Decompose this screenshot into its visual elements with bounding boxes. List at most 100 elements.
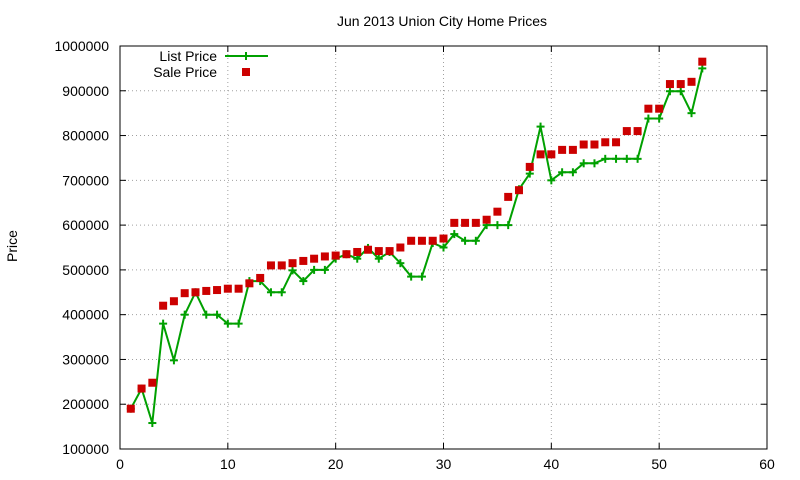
list-price-point bbox=[579, 159, 588, 168]
sale-price-point bbox=[353, 247, 362, 256]
sale-price-point bbox=[525, 162, 534, 171]
sale-price-point bbox=[342, 250, 351, 259]
list-price-point bbox=[655, 114, 664, 123]
list-price-point bbox=[353, 254, 362, 263]
list-price-point bbox=[148, 419, 157, 428]
list-price-point bbox=[665, 87, 674, 96]
sale-price-point bbox=[493, 207, 502, 216]
list-price-point bbox=[277, 288, 286, 297]
list-price-point bbox=[536, 122, 545, 131]
sale-price-point bbox=[256, 273, 265, 282]
sale-price-point bbox=[644, 104, 653, 113]
sale-price-point bbox=[331, 251, 340, 260]
sale-price-point bbox=[428, 236, 437, 245]
sale-price-point bbox=[169, 297, 178, 306]
sale-price-point bbox=[590, 140, 599, 149]
sale-price-point bbox=[665, 80, 674, 89]
list-price-point bbox=[450, 230, 459, 239]
list-price-point bbox=[169, 356, 178, 365]
sale-price-point bbox=[439, 234, 448, 243]
y-tick-label: 600000 bbox=[62, 217, 109, 233]
x-tick-label: 40 bbox=[544, 456, 560, 472]
sale-price-point bbox=[159, 301, 168, 310]
y-tick-label: 300000 bbox=[62, 351, 109, 367]
y-axis-label: Price bbox=[4, 230, 20, 262]
list-price-line bbox=[129, 68, 704, 424]
x-tick-label: 0 bbox=[116, 456, 124, 472]
y-tick-label: 200000 bbox=[62, 396, 109, 412]
y-tick-label: 1000000 bbox=[54, 38, 109, 54]
sale-price-point bbox=[191, 288, 200, 297]
sale-price-point bbox=[601, 138, 610, 147]
list-price-point bbox=[622, 154, 631, 163]
sale-price-point bbox=[396, 243, 405, 252]
legend-label-sale-price: Sale Price bbox=[153, 64, 217, 80]
sale-price-point bbox=[504, 192, 513, 201]
sale-price-point bbox=[612, 138, 621, 147]
x-tick-label: 30 bbox=[436, 456, 452, 472]
sale-price-point bbox=[213, 286, 222, 295]
axes: 100000 200000 300000 400000 500000 600000 7000… bbox=[54, 38, 775, 472]
sale-price-point bbox=[622, 127, 631, 136]
list-price-point bbox=[633, 154, 642, 163]
list-price-point bbox=[223, 319, 232, 328]
x-tick-label: 60 bbox=[759, 456, 775, 472]
sale-price-point bbox=[374, 247, 383, 256]
list-price-point bbox=[493, 221, 502, 230]
list-price-point bbox=[374, 254, 383, 263]
list-price-point bbox=[234, 319, 243, 328]
sale-price-point bbox=[266, 261, 275, 270]
x-tick-label: 50 bbox=[651, 456, 667, 472]
list-price-point bbox=[213, 310, 222, 319]
chart-title: Jun 2013 Union City Home Prices bbox=[337, 13, 547, 29]
sale-price-point bbox=[417, 236, 426, 245]
list-price-point bbox=[320, 265, 329, 274]
list-price-point bbox=[439, 243, 448, 252]
y-tick-label: 800000 bbox=[62, 128, 109, 144]
list-price-point bbox=[558, 168, 567, 177]
y-tick-label: 500000 bbox=[62, 262, 109, 278]
list-price-point bbox=[612, 154, 621, 163]
plot-frame bbox=[119, 45, 768, 450]
list-price-point bbox=[525, 169, 534, 178]
x-tick-label: 20 bbox=[328, 456, 344, 472]
sale-price-point bbox=[482, 215, 491, 224]
x-tick-label: 10 bbox=[220, 456, 236, 472]
sale-price-point bbox=[698, 57, 707, 66]
sale-price-point bbox=[558, 145, 567, 154]
list-price-point bbox=[202, 310, 211, 319]
sale-price-point bbox=[202, 286, 211, 295]
sale-price-point bbox=[579, 140, 588, 149]
plot-area bbox=[126, 57, 707, 428]
list-price-point bbox=[471, 236, 480, 245]
sale-price-point bbox=[687, 77, 696, 86]
list-price-point bbox=[698, 64, 707, 73]
y-tick-label: 700000 bbox=[62, 172, 109, 188]
list-price-point bbox=[288, 266, 297, 275]
sale-price-point bbox=[461, 218, 470, 227]
y-tick-label: 400000 bbox=[62, 307, 109, 323]
sale-price-point bbox=[180, 289, 189, 298]
sale-price-point bbox=[385, 247, 394, 256]
legend-marker-list-price bbox=[242, 52, 250, 60]
sale-price-point bbox=[310, 254, 319, 263]
sale-price-point bbox=[514, 186, 523, 195]
list-price-point bbox=[407, 272, 416, 281]
list-price-point bbox=[568, 168, 577, 177]
legend: List Price Sale Price bbox=[153, 48, 268, 80]
list-price-point bbox=[266, 288, 275, 297]
sale-price-point bbox=[126, 404, 135, 413]
list-price-point bbox=[310, 265, 319, 274]
sale-price-point bbox=[137, 384, 146, 393]
list-price-point bbox=[601, 154, 610, 163]
list-price-point bbox=[687, 109, 696, 118]
list-price-point bbox=[461, 236, 470, 245]
legend-label-list-price: List Price bbox=[159, 48, 217, 64]
sale-price-point bbox=[148, 378, 157, 387]
list-price-point bbox=[299, 277, 308, 286]
list-price-point bbox=[590, 159, 599, 168]
list-price-point bbox=[504, 221, 513, 230]
sale-price-point bbox=[633, 127, 642, 136]
